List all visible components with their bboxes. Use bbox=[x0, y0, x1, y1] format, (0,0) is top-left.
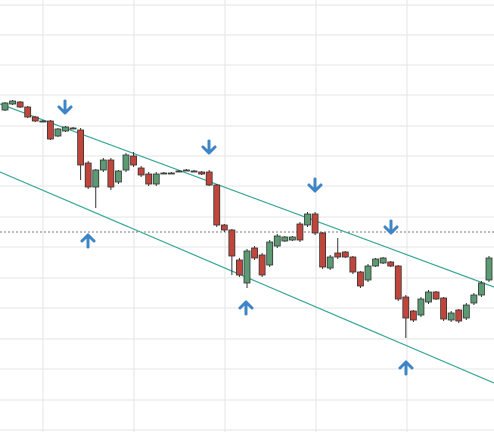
body bbox=[236, 259, 243, 276]
body bbox=[183, 169, 190, 172]
body bbox=[372, 258, 379, 267]
body bbox=[357, 271, 364, 287]
body bbox=[175, 170, 183, 173]
body bbox=[54, 128, 62, 137]
body bbox=[130, 155, 137, 166]
body bbox=[198, 171, 206, 175]
body bbox=[99, 159, 107, 171]
body bbox=[122, 154, 130, 171]
body bbox=[220, 224, 228, 231]
body bbox=[266, 241, 274, 266]
body bbox=[470, 294, 478, 304]
body bbox=[447, 312, 455, 321]
body bbox=[115, 170, 122, 183]
arrow-down bbox=[57, 99, 73, 115]
body bbox=[334, 252, 342, 258]
body bbox=[137, 167, 145, 176]
body bbox=[440, 297, 448, 320]
body bbox=[84, 162, 92, 188]
body bbox=[77, 129, 85, 166]
body bbox=[228, 229, 236, 257]
arrow-up bbox=[80, 233, 96, 249]
body bbox=[319, 232, 327, 268]
arrow-down bbox=[307, 177, 323, 193]
arrow-down bbox=[383, 219, 399, 235]
body bbox=[24, 106, 32, 118]
body bbox=[213, 184, 221, 226]
body bbox=[296, 223, 304, 241]
body bbox=[31, 116, 39, 122]
body bbox=[251, 247, 258, 259]
body bbox=[145, 173, 153, 185]
candles bbox=[1, 100, 493, 338]
body bbox=[311, 213, 319, 234]
body bbox=[46, 120, 54, 140]
body bbox=[39, 120, 47, 123]
body bbox=[394, 265, 402, 300]
arrow-up bbox=[238, 300, 254, 316]
body bbox=[349, 256, 357, 273]
horizontal-grid bbox=[0, 4, 494, 431]
body bbox=[462, 304, 470, 319]
body bbox=[432, 291, 440, 300]
body bbox=[326, 256, 334, 269]
body bbox=[478, 282, 485, 296]
body bbox=[341, 251, 349, 258]
body bbox=[387, 261, 395, 267]
body bbox=[409, 310, 417, 321]
body bbox=[455, 309, 463, 322]
body bbox=[485, 257, 493, 281]
body bbox=[167, 172, 175, 175]
body bbox=[417, 298, 425, 316]
body bbox=[379, 257, 387, 264]
body bbox=[258, 254, 266, 276]
body bbox=[9, 100, 16, 105]
vertical-grid bbox=[42, 0, 408, 432]
body bbox=[402, 296, 410, 319]
body bbox=[281, 236, 289, 242]
body bbox=[62, 126, 69, 132]
body bbox=[205, 171, 213, 186]
body bbox=[288, 236, 296, 241]
arrows bbox=[57, 99, 414, 376]
arrow-down bbox=[201, 139, 217, 155]
body bbox=[160, 172, 168, 175]
body bbox=[69, 127, 77, 130]
body bbox=[107, 159, 115, 188]
body bbox=[152, 173, 160, 185]
body bbox=[1, 102, 9, 111]
body bbox=[243, 250, 251, 284]
body bbox=[273, 235, 281, 247]
arrow-up bbox=[398, 360, 414, 376]
body bbox=[92, 169, 100, 188]
body bbox=[364, 265, 372, 281]
body bbox=[190, 170, 198, 173]
body bbox=[425, 291, 432, 303]
body bbox=[16, 101, 24, 108]
body bbox=[304, 213, 311, 226]
